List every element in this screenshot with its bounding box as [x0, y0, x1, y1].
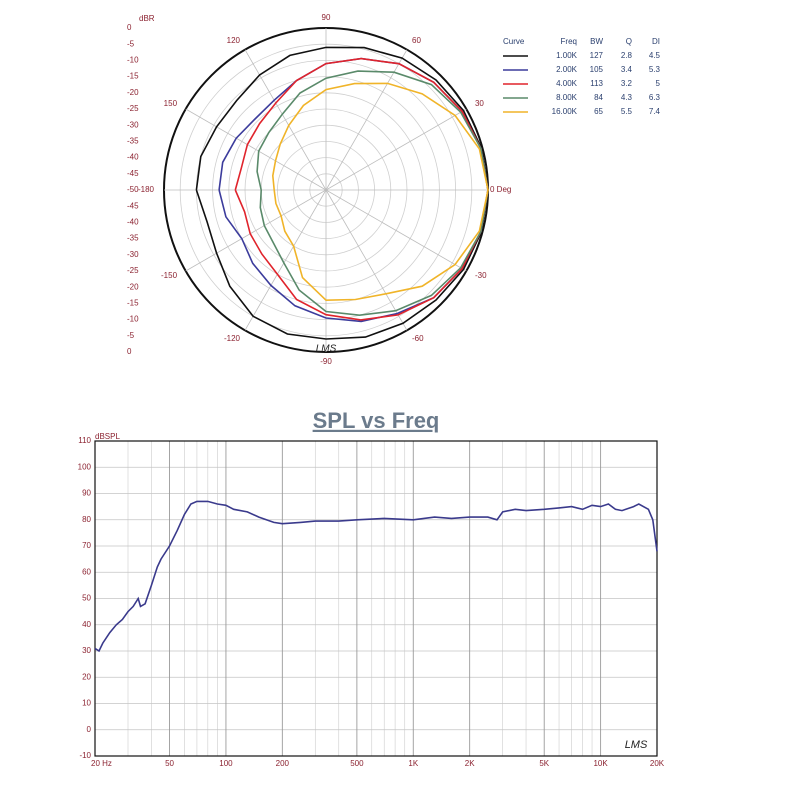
legend-freq: 1.00K — [556, 51, 578, 60]
r-tick-label: -10 — [127, 315, 139, 324]
legend-di: 6.3 — [649, 93, 661, 102]
x-tick-label: 2K — [465, 759, 475, 768]
theta-tick-label: 60 — [412, 36, 421, 45]
r-tick-label: -30 — [127, 250, 139, 259]
theta-tick-label: -90 — [320, 357, 332, 366]
legend-freq: 4.00K — [556, 79, 578, 88]
y-tick-label: 100 — [78, 462, 92, 471]
r-axis-label: dBR — [139, 14, 155, 23]
plot-frame — [94, 440, 658, 757]
y-tick-label: 70 — [82, 541, 91, 550]
theta-tick-label: 90 — [322, 13, 331, 22]
r-tick-label: -40 — [127, 153, 139, 162]
theta-tick-label: 0 Deg — [490, 185, 511, 194]
grid-spoke — [325, 49, 408, 191]
y-tick-label: 90 — [82, 489, 91, 498]
r-tick-label: -15 — [127, 72, 139, 81]
polar-curve — [271, 82, 489, 302]
r-tick-label: -35 — [127, 234, 139, 243]
r-tick-label: -20 — [127, 88, 139, 97]
r-tick-label: -5 — [127, 331, 135, 340]
theta-tick-label: 120 — [227, 36, 241, 45]
y-tick-label: 30 — [82, 646, 91, 655]
r-tick-label: -50 — [127, 185, 139, 194]
r-tick-label: -25 — [127, 266, 139, 275]
x-tick-label: 10K — [593, 759, 608, 768]
legend-bw: 127 — [590, 51, 604, 60]
theta-tick-label: -180 — [138, 185, 155, 194]
legend-di: 5.3 — [649, 65, 661, 74]
theta-tick-label: 30 — [475, 99, 484, 108]
legend-freq: 8.00K — [556, 93, 578, 102]
x-tick-label: 20K — [650, 759, 665, 768]
legend-q: 5.5 — [621, 107, 633, 116]
legend-q: 2.8 — [621, 51, 633, 60]
legend-bw: 65 — [594, 107, 603, 116]
legend-header: Freq — [561, 37, 577, 46]
spl-line — [94, 500, 658, 653]
y-tick-label: 10 — [82, 699, 91, 708]
r-tick-label: -5 — [127, 39, 135, 48]
theta-tick-label: -120 — [224, 334, 241, 343]
r-tick-label: -45 — [127, 169, 139, 178]
x-tick-label: 500 — [350, 759, 364, 768]
legend-bw: 84 — [594, 93, 603, 102]
y-tick-label: 40 — [82, 620, 91, 629]
legend-bw: 113 — [590, 79, 603, 88]
legend-di: 4.5 — [649, 51, 661, 60]
legend-freq: 2.00K — [556, 65, 578, 74]
r-tick-label: -10 — [127, 56, 139, 65]
legend-freq: 16.00K — [552, 107, 578, 116]
legend-header: BW — [590, 37, 603, 46]
legend-header: Curve — [503, 37, 525, 46]
r-tick-label: -45 — [127, 201, 139, 210]
r-tick-label: 0 — [127, 347, 132, 356]
r-tick-label: -35 — [127, 137, 139, 146]
y-tick-label: 20 — [82, 672, 91, 681]
grid-spoke — [185, 108, 327, 191]
x-tick-label: 5K — [539, 759, 549, 768]
legend-bw: 105 — [590, 65, 604, 74]
grid-spoke — [244, 49, 327, 191]
legend-di: 7.4 — [649, 107, 661, 116]
legend-header: Q — [626, 37, 632, 46]
legend-q: 3.2 — [621, 79, 633, 88]
r-tick-label: -25 — [127, 104, 139, 113]
theta-tick-label: 150 — [164, 99, 178, 108]
y-tick-label: 110 — [78, 436, 91, 445]
r-tick-label: -30 — [127, 120, 139, 129]
watermark: LMS — [625, 739, 648, 751]
chart-title: SPL vs Freq — [313, 408, 440, 433]
x-tick-label: 20 Hz — [91, 759, 112, 768]
x-tick-label: 1K — [408, 759, 418, 768]
grid-spoke — [325, 108, 467, 191]
grid-spoke — [325, 189, 467, 272]
theta-tick-label: -30 — [475, 271, 487, 280]
x-tick-label: 200 — [276, 759, 290, 768]
y-tick-label: 0 — [87, 725, 92, 734]
x-tick-label: 100 — [219, 759, 233, 768]
y-tick-label: 80 — [82, 515, 91, 524]
watermark: LMS — [316, 344, 337, 355]
grid-spoke — [244, 189, 327, 331]
y-tick-label: -10 — [79, 751, 91, 760]
grid-spoke — [185, 189, 327, 272]
y-tick-label: 50 — [82, 594, 91, 603]
r-tick-label: -20 — [127, 282, 139, 291]
legend-di: 5 — [656, 79, 661, 88]
legend-header: DI — [652, 37, 660, 46]
r-tick-label: -15 — [127, 299, 139, 308]
r-tick-label: 0 — [127, 23, 132, 32]
legend-q: 4.3 — [621, 93, 633, 102]
legend-q: 3.4 — [621, 65, 633, 74]
theta-tick-label: -60 — [412, 334, 424, 343]
y-tick-label: 60 — [82, 567, 91, 576]
r-tick-label: -40 — [127, 218, 139, 227]
grid-spoke — [325, 189, 408, 331]
x-tick-label: 50 — [165, 759, 174, 768]
y-axis-label: dBSPL — [95, 432, 120, 441]
theta-tick-label: -150 — [161, 271, 178, 280]
